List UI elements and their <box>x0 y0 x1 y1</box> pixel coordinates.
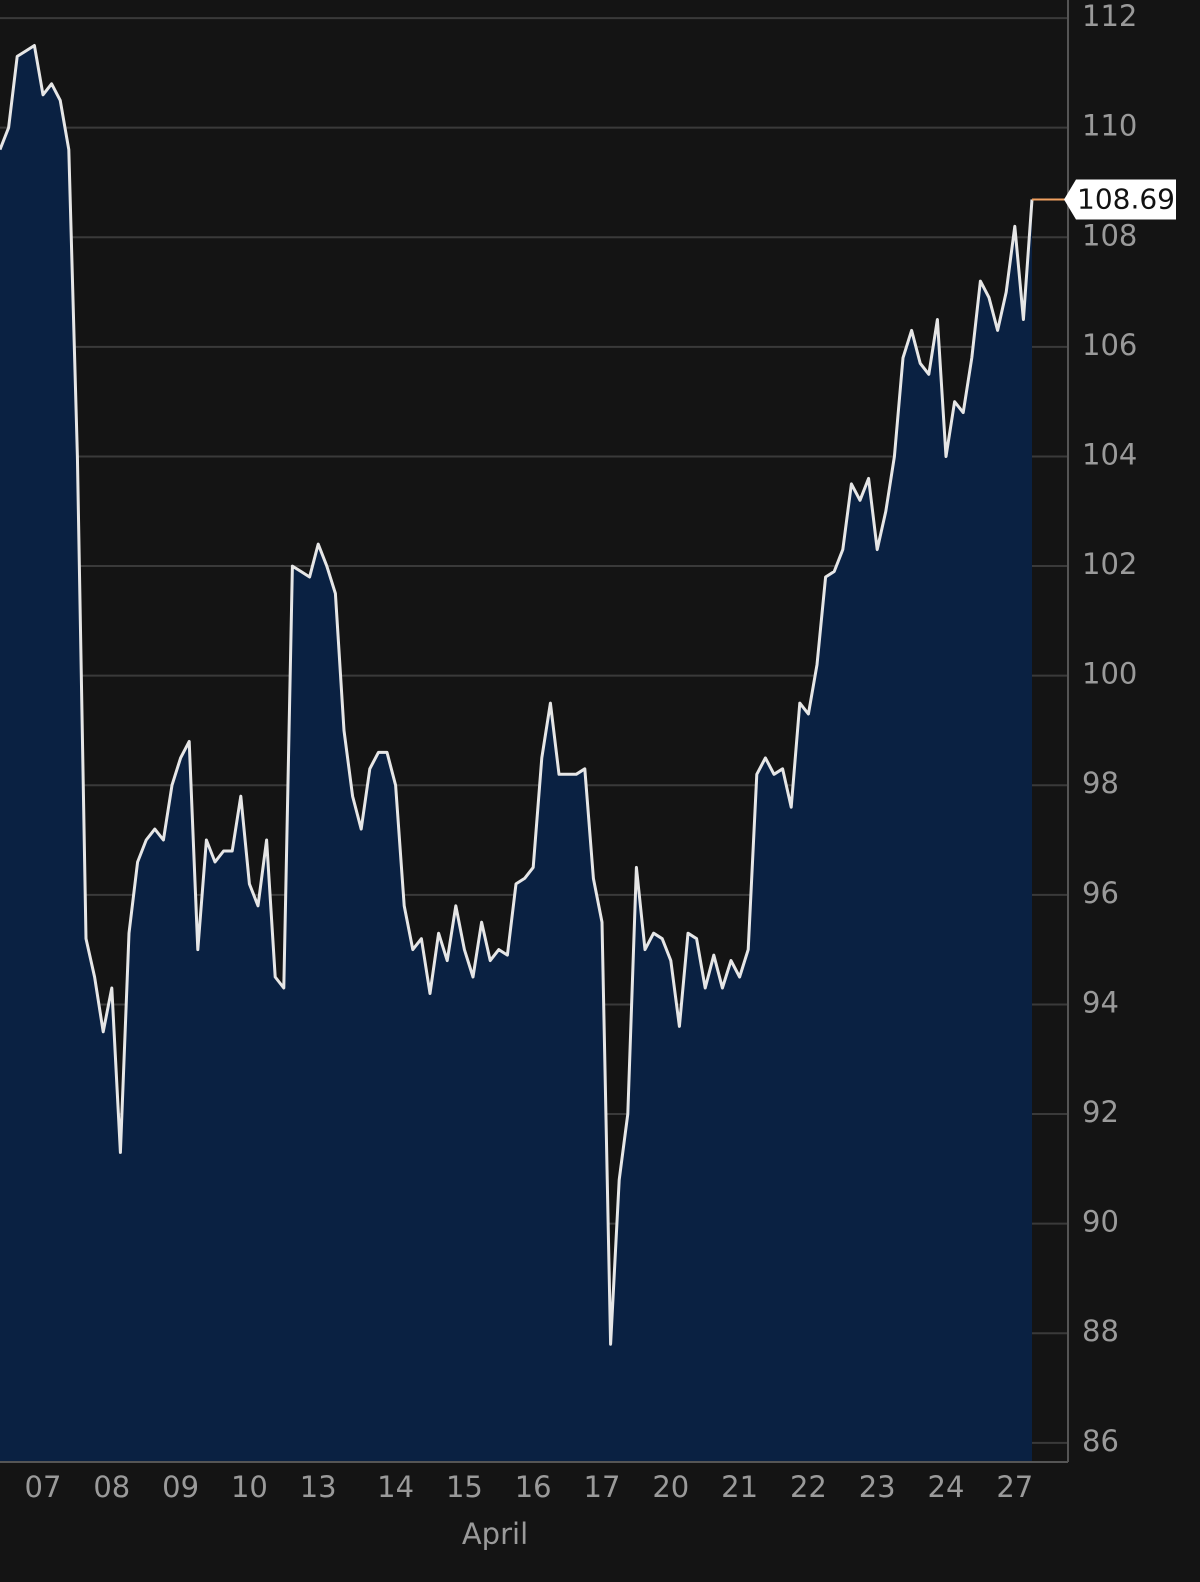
y-tick-label: 88 <box>1082 1314 1119 1348</box>
x-tick-label: 07 <box>25 1470 62 1504</box>
line <box>0 44 1034 1346</box>
y-tick-label: 98 <box>1082 766 1119 800</box>
y-tick-label: 96 <box>1082 876 1119 910</box>
y-tick-label: 110 <box>1082 109 1137 143</box>
x-tick-label: 21 <box>721 1470 758 1504</box>
x-tick-label: 17 <box>584 1470 621 1504</box>
last-value-label: 108.69 <box>1077 182 1175 215</box>
y-tick-label: 92 <box>1082 1095 1119 1129</box>
y-tick-label: 104 <box>1082 437 1137 471</box>
x-axis-label: April <box>462 1517 528 1551</box>
x-tick-label: 24 <box>928 1470 965 1504</box>
x-tick-label: 23 <box>859 1470 896 1504</box>
x-tick-label: 09 <box>162 1470 199 1504</box>
y-tick-label: 90 <box>1082 1205 1119 1239</box>
y-tick-label: 102 <box>1082 547 1137 581</box>
x-tick-label: 27 <box>996 1470 1033 1504</box>
x-tick-label: 22 <box>790 1470 827 1504</box>
y-tick-label: 100 <box>1082 657 1137 691</box>
y-tick-label: 112 <box>1082 0 1137 33</box>
x-tick-label: 20 <box>652 1470 689 1504</box>
y-tick-label: 108 <box>1082 218 1137 252</box>
y-tick-label: 106 <box>1082 328 1137 362</box>
last-value-tag <box>1064 179 1176 220</box>
y-tick-label: 86 <box>1082 1424 1119 1458</box>
x-tick-label: 10 <box>231 1470 268 1504</box>
x-tick-label: 13 <box>300 1470 337 1504</box>
x-tick-label: 16 <box>515 1470 552 1504</box>
y-tick-label: 94 <box>1082 985 1119 1019</box>
x-tick-label: 15 <box>446 1470 483 1504</box>
area <box>0 45 1032 1462</box>
x-tick-label: 14 <box>377 1470 414 1504</box>
x-tick-label: 08 <box>93 1470 130 1504</box>
